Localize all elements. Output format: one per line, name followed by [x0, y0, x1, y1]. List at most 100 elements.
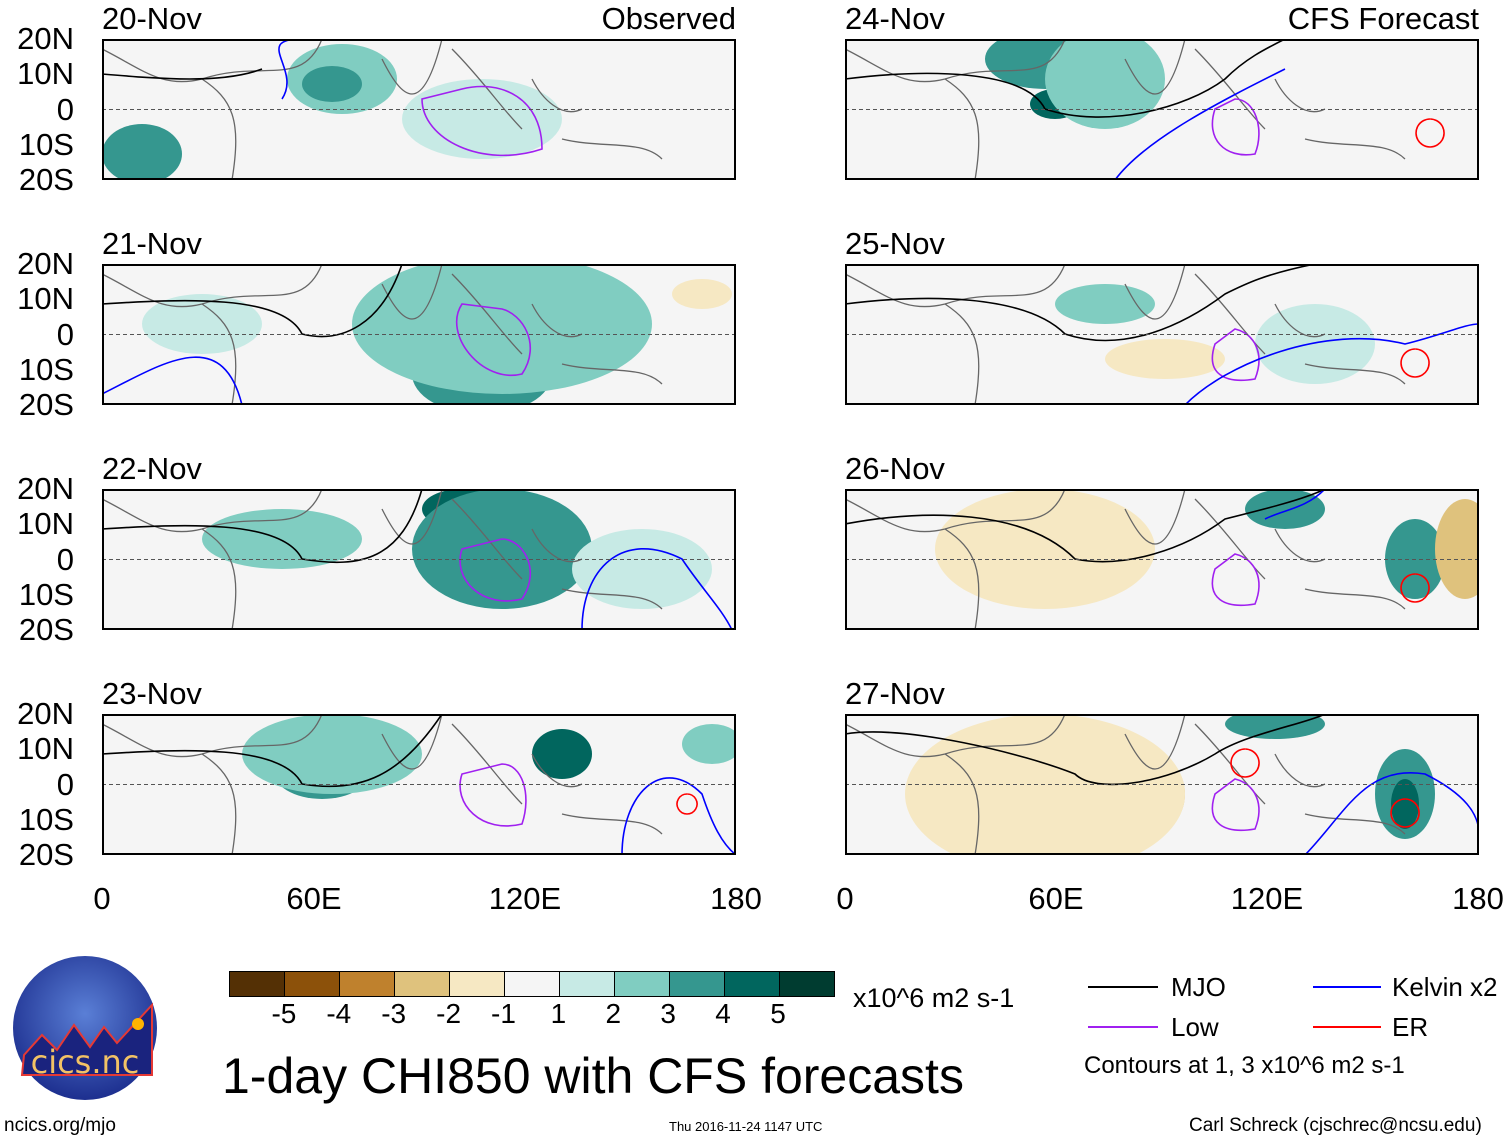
chi-anomaly-region — [1105, 339, 1225, 379]
colorbar-swatch — [560, 972, 615, 996]
lat-label: 20N — [17, 471, 74, 506]
coastline — [845, 489, 1406, 630]
footer-credit: Carl Schreck (cjschrec@ncsu.edu) — [1189, 1115, 1482, 1136]
lat-label: 20S — [18, 162, 74, 197]
contour-line — [1400, 348, 1430, 378]
colorbar-swatch — [285, 972, 340, 996]
map-panel — [102, 264, 736, 405]
contour-line — [1184, 323, 1479, 405]
figure-title: 1-day CHI850 with CFS forecasts — [222, 1048, 964, 1104]
colorbar-label: -4 — [326, 998, 352, 1029]
colorbar-swatch — [395, 972, 450, 996]
colorbar-swatch — [780, 972, 834, 996]
panel-frame — [102, 489, 736, 630]
panel-date: 23-Nov — [102, 676, 202, 711]
panel-frame — [845, 264, 1479, 405]
lon-label: 120E — [1230, 881, 1304, 916]
chi-anomaly-region — [302, 66, 362, 102]
chi-anomaly-region — [1055, 284, 1155, 324]
chi-anomaly-region — [672, 279, 732, 309]
panel-frame — [845, 39, 1479, 180]
contour-line — [455, 303, 532, 377]
lat-label: 0 — [56, 541, 74, 577]
contour-line — [102, 68, 263, 80]
panel-date: 21-Nov — [102, 226, 202, 261]
contour-line — [581, 548, 733, 630]
panel-frame — [102, 264, 736, 405]
colorbar-swatch — [615, 972, 670, 996]
coastline — [845, 264, 1406, 405]
map-panel — [845, 39, 1479, 180]
legend-swatch-mjo — [1088, 986, 1158, 988]
legend-note: Contours at 1, 3 x10^6 m2 s-1 — [1084, 1052, 1405, 1079]
lat-label: 10S — [18, 126, 74, 162]
coastline — [102, 714, 663, 855]
contour-line — [102, 264, 403, 338]
lat-label: 10N — [17, 506, 74, 542]
legend-swatch-kelvin — [1313, 986, 1381, 988]
coastline — [102, 489, 663, 630]
lat-label: 20S — [18, 387, 74, 422]
colorbar-swatch — [450, 972, 505, 996]
contour-line — [1304, 771, 1479, 855]
cics-logo: cics.nc — [13, 956, 157, 1100]
lon-label: 180 — [1452, 881, 1504, 916]
lon-label: 60E — [286, 881, 342, 916]
colorbar-label: 1 — [550, 998, 567, 1029]
chi-anomaly-region — [402, 79, 562, 159]
svg-text:cics.nc: cics.nc — [31, 1043, 140, 1081]
lat-label: 10S — [18, 801, 74, 837]
lat-label: 20N — [17, 696, 74, 731]
lat-label: 10N — [17, 281, 74, 317]
lon-label: 120E — [488, 881, 562, 916]
contour-line — [845, 39, 1286, 118]
lat-label: 20N — [17, 21, 74, 56]
chi-anomaly-region — [412, 489, 592, 609]
chi-anomaly-region — [202, 509, 362, 569]
coastline — [845, 39, 1406, 180]
lat-label: 0 — [56, 91, 74, 127]
panel-frame — [845, 489, 1479, 630]
chi-anomaly-region — [682, 724, 736, 764]
chi-anomaly-region — [352, 264, 652, 394]
footer-url[interactable]: ncics.org/mjo — [4, 1115, 116, 1136]
colorbar-swatch — [670, 972, 725, 996]
colorbar-units: x10^6 m2 s-1 — [853, 983, 1015, 1013]
contour-line — [621, 777, 736, 855]
colorbar-label: -1 — [491, 998, 516, 1029]
contour-line — [845, 264, 1316, 342]
contour-line — [102, 356, 243, 405]
lon-label: 180 — [710, 881, 762, 916]
panel-date: 20-Nov — [102, 1, 202, 36]
colorbar — [229, 971, 835, 997]
contour-line — [1400, 573, 1430, 603]
panel-frame — [102, 714, 736, 855]
colorbar-label: -5 — [271, 998, 297, 1029]
panel-date: 26-Nov — [845, 451, 945, 486]
coastline — [102, 264, 663, 405]
legend-label: MJO — [1171, 972, 1226, 1002]
column-header: Observed — [601, 1, 736, 36]
contour-line — [421, 85, 543, 157]
map-panel — [845, 489, 1479, 630]
chi-anomaly-region — [1435, 499, 1479, 599]
colorbar-swatch — [230, 972, 285, 996]
contour-line — [1390, 798, 1420, 828]
legend-label: Low — [1171, 1012, 1219, 1042]
lat-label: 20S — [18, 612, 74, 647]
colorbar-swatch — [725, 972, 780, 996]
chi-anomaly-region — [242, 714, 422, 794]
lat-label: 10S — [18, 351, 74, 387]
legend-label: Kelvin x2 — [1392, 972, 1498, 1002]
footer-timestamp: Thu 2016-11-24 1147 UTC — [669, 1119, 823, 1134]
lat-label: 20S — [18, 837, 74, 872]
colorbar-label: -2 — [436, 998, 462, 1029]
lat-label: 10N — [17, 731, 74, 767]
map-panel — [845, 264, 1479, 405]
chi-anomaly-region — [1255, 304, 1375, 384]
contour-line — [459, 763, 527, 827]
map-panel — [102, 489, 736, 630]
chi-anomaly-region — [572, 529, 712, 609]
colorbar-swatch — [340, 972, 395, 996]
